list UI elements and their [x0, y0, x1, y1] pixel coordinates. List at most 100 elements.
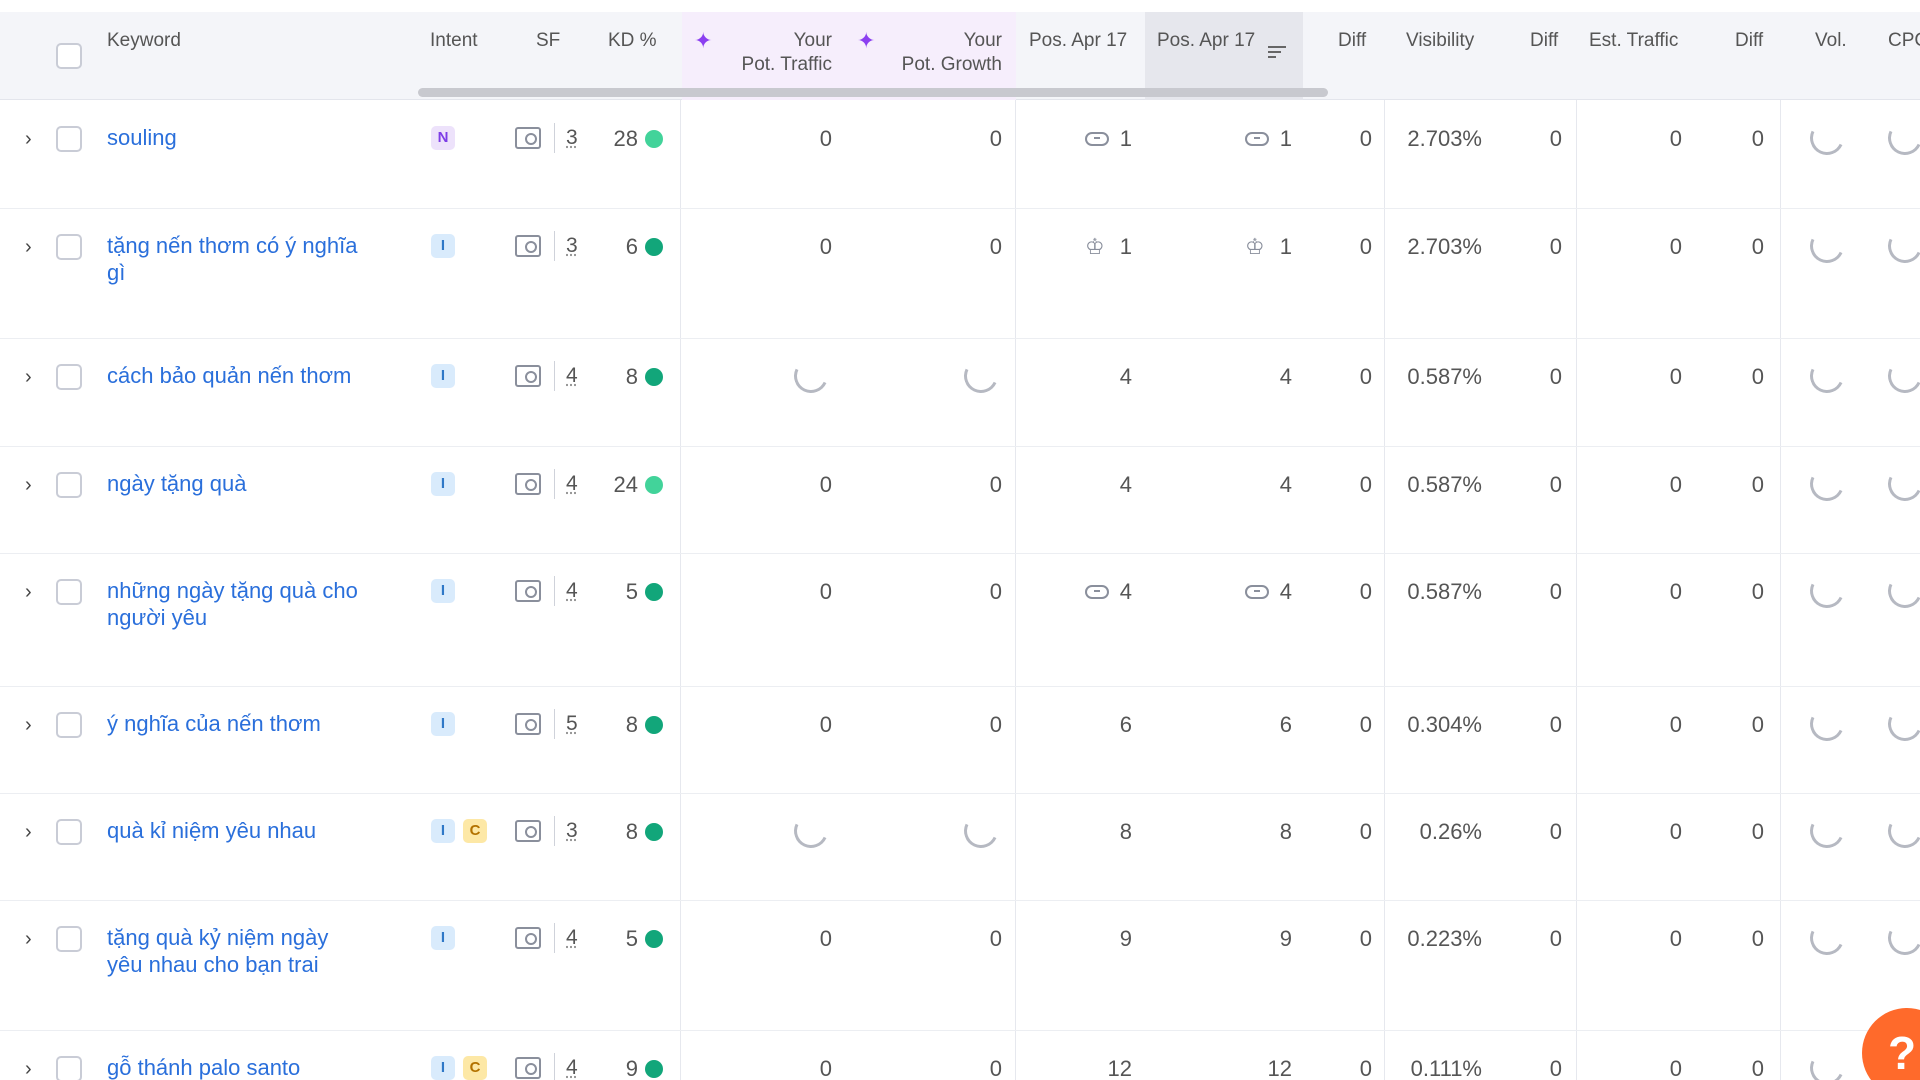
select-all-checkbox[interactable] — [56, 43, 82, 69]
chevron-right-icon[interactable]: › — [25, 714, 32, 736]
chevron-right-icon[interactable]: › — [25, 928, 32, 950]
row-checkbox[interactable] — [56, 579, 82, 605]
kd-difficulty-dot — [645, 368, 663, 386]
loading-spinner-icon — [789, 354, 833, 398]
loading-spinner-icon — [789, 809, 833, 853]
diff-value: 0 — [1359, 712, 1372, 737]
loading-spinner-icon — [1805, 702, 1849, 746]
sf-count[interactable]: 4 — [566, 472, 578, 495]
visibility-value: 0.304% — [1407, 712, 1482, 737]
row-checkbox[interactable] — [56, 472, 82, 498]
intent-badge: I — [431, 712, 455, 736]
serp-features-icon[interactable] — [515, 820, 541, 842]
keyword-link[interactable]: ngày tặng quà — [107, 470, 397, 497]
serp-features-icon[interactable] — [515, 927, 541, 949]
chevron-right-icon[interactable]: › — [25, 366, 32, 388]
sort-desc-icon[interactable] — [1268, 46, 1286, 60]
col-diff-1[interactable]: Diff — [1338, 30, 1367, 51]
sf-separator — [554, 361, 555, 391]
row-checkbox[interactable] — [56, 1056, 82, 1080]
col-est-traffic[interactable]: Est. Traffic — [1589, 30, 1679, 51]
kd-value: 5 — [625, 926, 638, 951]
col-kd[interactable]: KD % — [608, 30, 657, 51]
keyword-line-1: ngày tặng quà — [107, 471, 247, 496]
keyword-link[interactable]: tặng quà kỷ niệm ngày yêu nhau cho bạn tr… — [107, 924, 397, 978]
horizontal-scrollbar[interactable] — [418, 88, 1328, 97]
col-diff-2[interactable]: Diff — [1530, 30, 1559, 51]
pot-growth-value: 0 — [989, 472, 1002, 497]
chevron-right-icon[interactable]: › — [25, 1058, 32, 1080]
sf-count[interactable]: 5 — [566, 712, 578, 735]
col-pot-growth[interactable]: Your Pot. Growth — [860, 12, 1002, 100]
est-traffic-value: 0 — [1669, 364, 1682, 389]
col-cpc[interactable]: CPC — [1888, 30, 1920, 51]
chevron-right-icon[interactable]: › — [25, 581, 32, 603]
col-sf[interactable]: SF — [536, 30, 561, 51]
col-pos-1[interactable]: Pos. Apr 17 — [1029, 30, 1128, 51]
keyword-link[interactable]: ý nghĩa của nến thơm — [107, 710, 397, 737]
sf-count[interactable]: 4 — [566, 1056, 578, 1079]
sf-separator — [554, 123, 555, 153]
row-checkbox[interactable] — [56, 819, 82, 845]
help-button[interactable]: ? — [1862, 1008, 1920, 1080]
serp-features-icon[interactable] — [515, 1057, 541, 1079]
serp-features-icon[interactable] — [515, 365, 541, 387]
chevron-right-icon[interactable]: › — [25, 236, 32, 258]
col-pot-traffic[interactable]: Your Pot. Traffic — [700, 12, 832, 100]
loading-spinner-icon — [1883, 569, 1920, 613]
keyword-link[interactable]: cách bảo quản nến thơm — [107, 362, 397, 389]
keyword-link[interactable]: gỗ thánh palo santo — [107, 1054, 397, 1080]
diff-value: 0 — [1751, 472, 1764, 497]
keyword-link[interactable]: những ngày tặng quà cho người yêu — [107, 577, 397, 631]
sf-separator — [554, 1053, 555, 1080]
serp-features-icon[interactable] — [515, 713, 541, 735]
kd-difficulty-dot — [645, 716, 663, 734]
keyword-link[interactable]: souling — [107, 124, 397, 151]
column-divider — [1576, 100, 1577, 1080]
serp-features-icon[interactable] — [515, 127, 541, 149]
row-checkbox[interactable] — [56, 234, 82, 260]
row-divider — [0, 793, 1920, 794]
chevron-right-icon[interactable]: › — [25, 128, 32, 150]
sf-count[interactable]: 3 — [566, 126, 578, 149]
row-checkbox[interactable] — [56, 712, 82, 738]
keyword-link[interactable]: quà kỉ niệm yêu nhau — [107, 817, 397, 844]
visibility-value: 0.587% — [1407, 579, 1482, 604]
row-checkbox[interactable] — [56, 364, 82, 390]
kd-value: 8 — [625, 819, 638, 844]
intent-badge: C — [463, 1056, 487, 1080]
sf-count[interactable]: 3 — [566, 234, 578, 257]
col-pos-2[interactable]: Pos. Apr 17 — [1157, 30, 1256, 51]
diff-value: 0 — [1549, 926, 1562, 951]
chevron-right-icon[interactable]: › — [25, 821, 32, 843]
row-checkbox[interactable] — [56, 926, 82, 952]
kd-value: 24 — [613, 472, 638, 497]
est-traffic-value: 0 — [1669, 579, 1682, 604]
row-checkbox[interactable] — [56, 126, 82, 152]
link-icon — [1085, 132, 1109, 146]
position-value: 4 — [1279, 364, 1292, 389]
col-vol[interactable]: Vol. — [1815, 30, 1847, 51]
serp-features-icon[interactable] — [515, 235, 541, 257]
keyword-link[interactable]: tặng nến thơm có ý nghĩa gì — [107, 232, 397, 286]
link-icon — [1245, 585, 1269, 599]
sf-count[interactable]: 4 — [566, 579, 578, 602]
est-traffic-value: 0 — [1669, 1056, 1682, 1080]
pot-growth-value: 0 — [989, 579, 1002, 604]
loading-spinner-icon — [1883, 116, 1920, 160]
diff-value: 0 — [1359, 926, 1372, 951]
chevron-right-icon[interactable]: › — [25, 474, 32, 496]
sf-count[interactable]: 4 — [566, 364, 578, 387]
col-diff-3[interactable]: Diff — [1735, 30, 1764, 51]
col-visibility[interactable]: Visibility — [1406, 30, 1475, 51]
col-keyword[interactable]: Keyword — [107, 30, 181, 51]
col-intent[interactable]: Intent — [430, 30, 478, 51]
sf-count[interactable]: 4 — [566, 926, 578, 949]
serp-features-icon[interactable] — [515, 473, 541, 495]
keyword-line-1: những ngày tặng quà cho — [107, 578, 358, 603]
row-divider — [0, 553, 1920, 554]
position-value: 4 — [1279, 472, 1292, 497]
diff-value: 0 — [1359, 472, 1372, 497]
serp-features-icon[interactable] — [515, 580, 541, 602]
sf-count[interactable]: 3 — [566, 819, 578, 842]
